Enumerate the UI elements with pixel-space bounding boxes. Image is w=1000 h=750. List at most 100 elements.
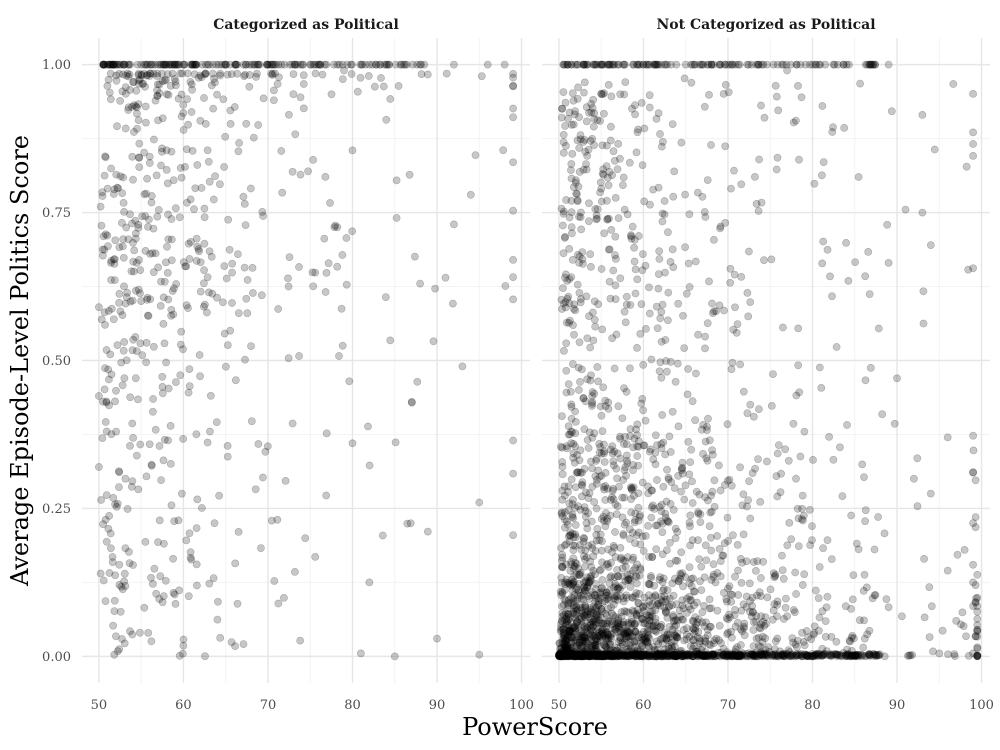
scatter-point — [186, 78, 195, 86]
scatter-point — [707, 546, 716, 555]
scatter-point — [795, 155, 803, 164]
scatter-point — [632, 148, 641, 157]
scatter-point — [728, 60, 737, 69]
scatter-point — [509, 295, 517, 304]
scatter-point — [705, 436, 714, 445]
scatter-point — [386, 95, 395, 103]
scatter-point — [177, 327, 186, 336]
scatter-point — [823, 245, 832, 254]
scatter-point — [654, 270, 663, 278]
scatter-point — [167, 215, 176, 223]
scatter-point — [181, 162, 189, 171]
scatter-point — [188, 60, 197, 69]
scatter-point — [298, 60, 307, 69]
scatter-point — [771, 572, 779, 581]
scatter-point — [583, 334, 592, 343]
scatter-point — [867, 60, 876, 69]
scatter-point — [194, 245, 203, 253]
scatter-point — [629, 461, 637, 469]
scatter-point — [608, 548, 616, 556]
panel-title: Not Categorized as Political — [656, 17, 875, 33]
scatter-point — [99, 60, 108, 69]
scatter-point — [269, 96, 278, 105]
scatter-point — [646, 601, 654, 610]
scatter-point — [157, 277, 165, 286]
scatter-point — [509, 158, 517, 167]
x-tick-label: 70 — [720, 698, 737, 713]
scatter-point — [268, 71, 277, 79]
scatter-point — [201, 70, 209, 79]
scatter-point — [664, 316, 672, 325]
scatter-point — [637, 639, 646, 647]
scatter-point — [918, 208, 927, 217]
scatter-point — [100, 308, 109, 317]
scatter-point — [580, 623, 589, 631]
scatter-point — [653, 60, 662, 69]
scatter-point — [168, 60, 177, 69]
scatter-point — [771, 637, 780, 646]
scatter-point — [703, 60, 712, 69]
scatter-point — [655, 255, 664, 263]
scatter-point — [969, 431, 977, 440]
scatter-point — [781, 445, 790, 454]
scatter-point — [783, 541, 792, 550]
scatter-point — [833, 60, 842, 69]
scatter-point — [338, 251, 347, 259]
scatter-point — [565, 244, 574, 253]
scatter-point — [865, 60, 873, 69]
scatter-point — [558, 470, 567, 479]
scatter-point — [106, 60, 115, 69]
scatter-point — [230, 60, 239, 69]
scatter-point — [99, 60, 108, 69]
scatter-point — [685, 563, 694, 571]
scatter-point — [668, 245, 677, 254]
scatter-point — [585, 217, 593, 226]
scatter-point — [701, 493, 709, 502]
scatter-point — [677, 571, 685, 580]
scatter-point — [680, 495, 689, 504]
scatter-point — [593, 363, 602, 371]
scatter-point — [557, 562, 566, 571]
scatter-point — [233, 60, 241, 69]
scatter-point — [378, 531, 387, 540]
scatter-point — [685, 470, 694, 479]
scatter-point — [592, 211, 601, 220]
scatter-point — [784, 456, 793, 465]
scatter-point — [164, 384, 173, 393]
scatter-point — [149, 268, 158, 277]
scatter-point — [252, 69, 261, 78]
scatter-point — [579, 534, 588, 542]
scatter-point — [500, 60, 509, 69]
scatter-point — [778, 566, 787, 575]
scatter-point — [335, 352, 343, 360]
scatter-point — [898, 612, 906, 621]
scatter-point — [610, 594, 619, 602]
scatter-point — [119, 60, 128, 69]
scatter-point — [971, 476, 980, 485]
scatter-point — [828, 128, 837, 136]
scatter-point — [106, 60, 114, 69]
scatter-point — [969, 602, 977, 610]
scatter-point — [559, 249, 568, 258]
scatter-point — [593, 475, 601, 484]
scatter-point — [694, 536, 702, 545]
scatter-point — [583, 375, 592, 384]
scatter-point — [597, 90, 606, 98]
scatter-point — [668, 579, 677, 588]
scatter-point — [249, 133, 258, 142]
scatter-point — [433, 634, 441, 643]
scatter-point — [216, 634, 225, 642]
scatter-point — [449, 220, 458, 229]
scatter-point — [711, 578, 720, 587]
scatter-point — [633, 60, 642, 69]
scatter-point — [603, 60, 612, 69]
scatter-point — [637, 399, 646, 408]
scatter-point — [110, 255, 118, 264]
scatter-point — [558, 589, 567, 598]
scatter-point — [925, 633, 934, 641]
scatter-point — [773, 153, 782, 162]
scatter-point — [179, 258, 188, 267]
scatter-point — [402, 60, 411, 69]
scatter-point — [153, 80, 162, 89]
scatter-point — [104, 75, 113, 84]
